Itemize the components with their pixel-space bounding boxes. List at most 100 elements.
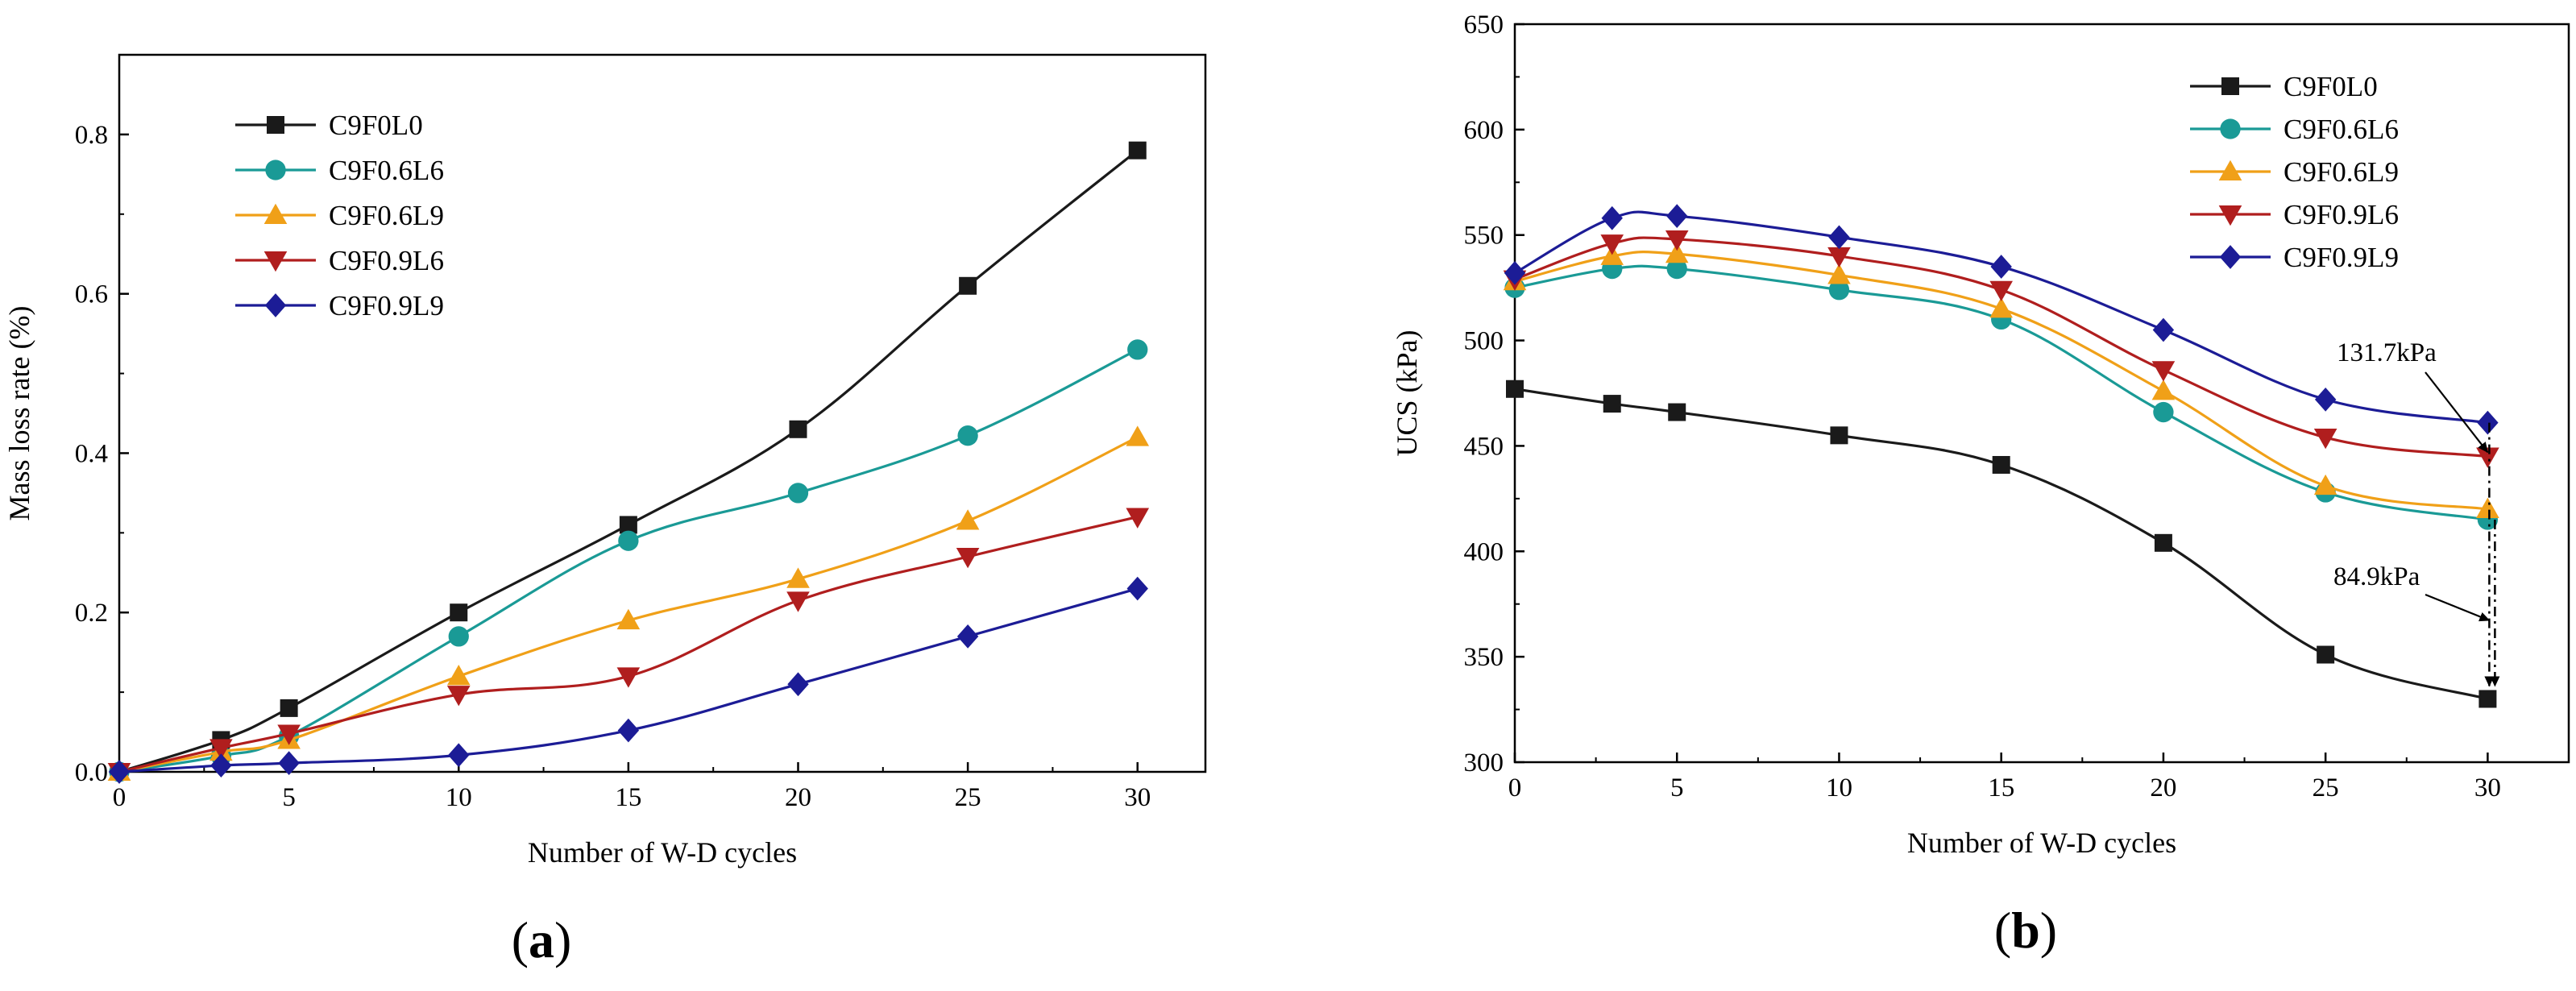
data-point-C9F0L0 [1668, 403, 1686, 421]
legend-label: C9F0.9L6 [329, 245, 444, 276]
panel-label: (a) [512, 911, 572, 968]
y-tick-label: 450 [1464, 432, 1504, 461]
data-point-C9F0.9L6 [446, 686, 471, 707]
data-point-C9F0L0 [2479, 690, 2497, 708]
y-tick-label: 350 [1464, 643, 1504, 672]
data-point-C9F0.9L6 [1827, 247, 1851, 268]
chart-ucs: 0 5 10 15 20 25 30 300 350 400 450 500 550 600 650 Numb… [1391, 10, 2570, 959]
data-point-C9F0.9L6 [786, 591, 810, 612]
legend-marker [265, 160, 286, 180]
x-tick-label: 20 [785, 783, 811, 812]
x-tick-label: 5 [1670, 773, 1684, 802]
y-tick-label: 500 [1464, 327, 1504, 356]
x-tick-label: 15 [1988, 773, 2014, 802]
data-point-C9F0.6L9 [2151, 379, 2176, 400]
data-point-C9F0.9L9 [956, 624, 979, 649]
plot-frame [1513, 23, 2570, 764]
series-line-C9F0L0 [1514, 388, 2488, 701]
data-point-C9F0.9L9 [1828, 225, 1850, 250]
y-tick-label: 300 [1464, 748, 1504, 777]
panel-letter: b [2011, 902, 2040, 959]
data-point-C9F0.6L6 [957, 425, 978, 446]
series-line-C9F0.6L9 [1514, 250, 2488, 511]
data-point-C9F0.9L9 [108, 760, 131, 784]
legend-marker [263, 251, 288, 272]
data-point-C9F0.6L6 [1666, 258, 1687, 280]
legend-label: C9F0L0 [329, 110, 423, 141]
data-point-C9F0.9L9 [210, 753, 232, 777]
legend-label: C9F0.9L9 [329, 290, 444, 321]
data-point-C9F0L0 [959, 276, 977, 295]
data-point-C9F0.9L9 [617, 718, 640, 743]
y-tick-label: 650 [1464, 10, 1504, 39]
data-point-C9F0L0 [2154, 533, 2172, 552]
panel-paren: ) [2040, 902, 2057, 959]
legend-marker [2220, 118, 2241, 139]
legend-label: C9F0.9L6 [2284, 199, 2399, 230]
panel-letter: a [529, 911, 554, 968]
data-point-C9F0.9L6 [209, 739, 233, 760]
data-point-C9F0.6L9 [616, 608, 641, 630]
data-point-C9F0.9L6 [1600, 234, 1624, 255]
x-axis-label: Number of W-D cycles [1907, 827, 2176, 859]
data-point-C9F0L0 [1128, 141, 1147, 160]
data-point-C9F0.9L9 [448, 743, 470, 768]
annotation-arrow [2425, 593, 2491, 622]
y-tick-label: 400 [1464, 537, 1504, 566]
legend-marker [2219, 245, 2242, 269]
chart-mass-loss: 0 5 10 15 20 25 30 0.0 0.2 0.4 0.6 0.8 Number of W-D… [3, 53, 1207, 968]
y-tick-label: 0.0 [75, 758, 108, 787]
data-point-C9F0.9L9 [1990, 255, 2012, 279]
data-point-C9F0.6L6 [618, 530, 639, 551]
x-tick-label: 25 [955, 783, 981, 812]
data-point-C9F0.9L9 [278, 751, 300, 775]
data-point-C9F0L0 [1830, 426, 1848, 445]
data-point-C9F0.9L6 [956, 548, 980, 569]
legend-label: C9F0.6L9 [2284, 156, 2399, 188]
data-point-C9F0.9L6 [2151, 361, 2176, 382]
series-line-C9F0.9L6 [118, 515, 1139, 773]
x-tick-label: 10 [1826, 773, 1852, 802]
data-point-C9F0.9L6 [1126, 508, 1150, 529]
data-point-C9F0L0 [450, 603, 468, 622]
data-point-C9F0.9L6 [1989, 280, 2013, 302]
data-point-C9F0.9L9 [787, 672, 809, 697]
data-point-C9F0.6L9 [2313, 474, 2337, 496]
data-point-C9F0.6L9 [1989, 297, 2013, 318]
x-tick-label: 20 [2150, 773, 2176, 802]
data-point-C9F0.9L6 [2476, 447, 2499, 468]
series-line-C9F0.6L6 [118, 348, 1139, 773]
x-tick-label: 0 [113, 783, 127, 812]
data-point-C9F0.9L9 [1601, 205, 1623, 230]
data-point-C9F0.6L9 [1827, 263, 1851, 284]
y-tick-label: 600 [1464, 116, 1504, 145]
annotation-label: 131.7kPa [2337, 338, 2437, 367]
x-tick-label: 30 [1124, 783, 1151, 812]
legend-marker [2218, 205, 2242, 226]
legend-marker [263, 203, 288, 224]
data-point-C9F0.9L6 [616, 667, 641, 688]
panel-paren: ( [1994, 902, 2011, 959]
data-point-C9F0.9L6 [1665, 230, 1689, 251]
legend-label: C9F0.6L6 [329, 155, 444, 186]
panel-paren: ( [512, 911, 529, 968]
data-point-C9F0.6L9 [1126, 425, 1150, 446]
y-tick-label: 0.2 [75, 599, 108, 628]
data-point-C9F0.6L6 [787, 483, 809, 504]
x-tick-label: 30 [2474, 773, 2501, 802]
data-point-C9F0.9L6 [277, 724, 301, 745]
data-point-C9F0.6L9 [446, 665, 471, 686]
x-tick-label: 15 [615, 783, 641, 812]
data-point-C9F0L0 [789, 420, 807, 438]
panel-paren: ) [554, 911, 571, 968]
legend-marker [267, 116, 284, 134]
data-point-C9F0.6L9 [786, 567, 810, 588]
y-tick-label: 550 [1464, 222, 1504, 251]
x-tick-label: 5 [282, 783, 296, 812]
data-point-C9F0.6L9 [956, 509, 980, 530]
data-point-C9F0.9L9 [2477, 410, 2499, 435]
data-point-C9F0L0 [1603, 395, 1621, 413]
legend: C9F0L0 C9F0.6L6 C9F0.6L9 C9F0.9L6 C9F0.9L9 [235, 110, 444, 321]
data-point-C9F0.9L9 [1666, 204, 1688, 229]
data-point-C9F0.9L9 [2314, 388, 2337, 412]
